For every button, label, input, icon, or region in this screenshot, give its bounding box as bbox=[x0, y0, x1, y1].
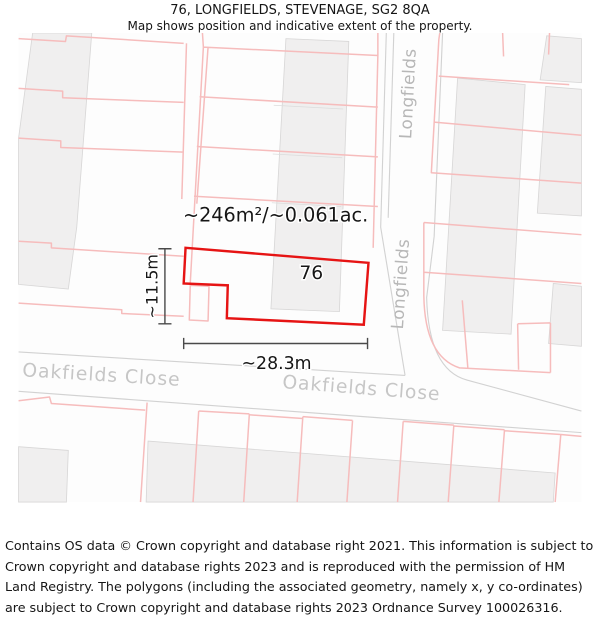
buildings-layer bbox=[18, 33, 582, 503]
building-middle-terrace bbox=[270, 38, 350, 313]
page-title: 76, LONGFIELDS, STEVENAGE, SG2 8QA bbox=[170, 3, 430, 18]
height-dimension-label: ~11.5m bbox=[142, 254, 161, 318]
map-svg: ~11.5m ~28.3m ~246m²/~0.061ac. 76 Longfi… bbox=[18, 33, 582, 503]
parcel-lines-west bbox=[18, 35, 188, 318]
longfields-road-inner-edge bbox=[387, 33, 395, 218]
map-canvas: ~11.5m ~28.3m ~246m²/~0.061ac. 76 Longfi… bbox=[0, 33, 600, 533]
copyright-footer: Contains OS data © Crown copyright and d… bbox=[5, 538, 594, 615]
page-subtitle: Map shows position and indicative extent… bbox=[127, 19, 473, 33]
building-east-terrace bbox=[442, 77, 526, 335]
height-dimension-line bbox=[158, 248, 172, 325]
building-right-b bbox=[536, 86, 582, 217]
header: 76, LONGFIELDS, STEVENAGE, SG2 8QA Map s… bbox=[0, 3, 600, 33]
road-label-longfields-1: Longfields bbox=[395, 48, 420, 140]
building-right-c bbox=[548, 283, 582, 347]
building-topright-a bbox=[539, 35, 582, 84]
property-outline-76 bbox=[182, 246, 370, 327]
building-west-terrace bbox=[18, 33, 93, 290]
parcels-layer bbox=[18, 33, 582, 503]
oakfields-road-north-edge bbox=[18, 351, 406, 376]
parcel-lines-south bbox=[18, 396, 582, 503]
plot-number-label: 76 bbox=[299, 263, 323, 284]
width-dimension-label: ~28.3m bbox=[242, 354, 312, 374]
roads-layer bbox=[18, 33, 582, 434]
parcel-lines-east bbox=[423, 33, 582, 374]
building-bottomleft bbox=[18, 446, 69, 503]
building-bottom-terrace bbox=[145, 440, 556, 503]
dimension-layer: ~11.5m ~28.3m bbox=[141, 248, 369, 375]
longfields-road-left-edge bbox=[380, 33, 406, 376]
width-dimension-line bbox=[182, 337, 369, 350]
oakfields-road-south-edge bbox=[18, 390, 582, 434]
area-label: ~246m²/~0.061ac. bbox=[183, 204, 368, 227]
parcel-lines-middle-column bbox=[188, 33, 379, 322]
building-division-lines bbox=[271, 104, 344, 207]
